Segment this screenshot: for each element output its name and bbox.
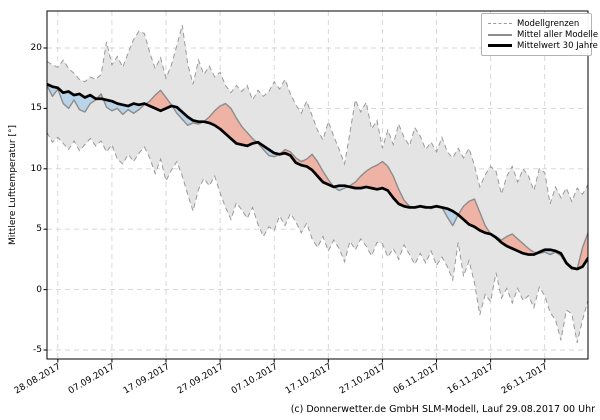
y-tick-label: 5 bbox=[36, 224, 42, 235]
copyright-caption: (c) Donnerwetter.de GmbH SLM-Modell, Lau… bbox=[290, 404, 595, 415]
y-tick-label: -5 bbox=[33, 345, 42, 355]
y-tick-label: 20 bbox=[30, 43, 42, 53]
y-tick-label: 0 bbox=[36, 284, 42, 295]
black-line-swatch-icon bbox=[488, 44, 512, 47]
gray-line-swatch-icon bbox=[488, 33, 512, 36]
legend-label: Modellgrenzen bbox=[517, 18, 580, 29]
legend-item-mittelwert-30-jahre: Mittelwert 30 Jahre bbox=[488, 40, 598, 51]
legend: Modellgrenzen Mittel aller Modelle Mitte… bbox=[481, 13, 598, 56]
y-tick-label: 15 bbox=[30, 103, 42, 114]
dashed-line-swatch-icon bbox=[488, 23, 512, 24]
legend-label: Mittel aller Modelle bbox=[517, 29, 599, 40]
y-tick-label: 10 bbox=[30, 163, 42, 174]
legend-item-modellgrenzen: Modellgrenzen bbox=[488, 18, 586, 29]
legend-label: Mittelwert 30 Jahre bbox=[517, 40, 598, 51]
legend-item-mittel-aller-modelle: Mittel aller Modelle bbox=[488, 29, 598, 40]
